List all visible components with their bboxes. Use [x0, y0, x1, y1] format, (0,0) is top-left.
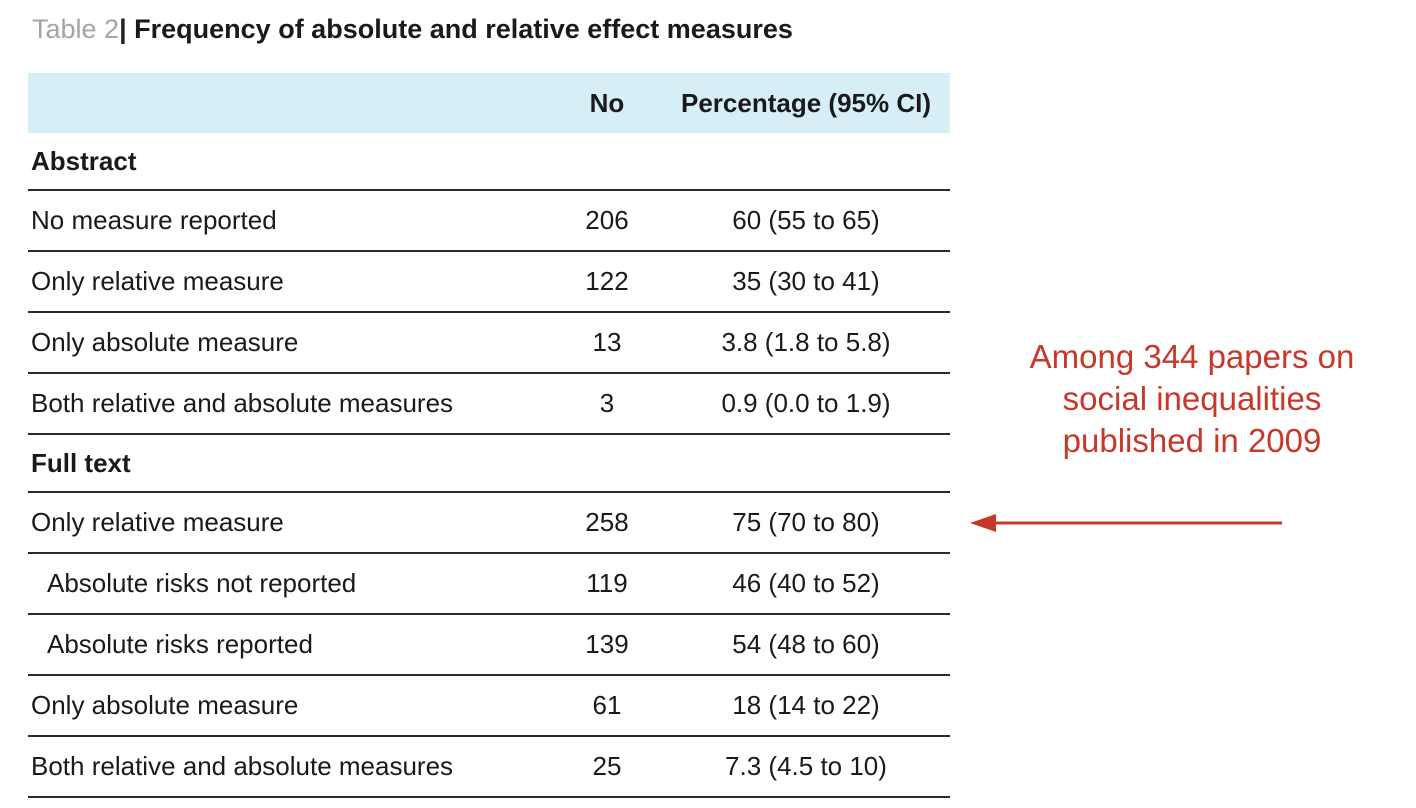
row-label: Both relative and absolute measures	[28, 373, 552, 435]
table-title: Table 2| Frequency of absolute and relat…	[32, 14, 793, 45]
row-no: 3	[552, 373, 662, 435]
row-percentage: 75 (70 to 80)	[662, 492, 950, 554]
table-row: Only relative measure 122 35 (30 to 41)	[28, 251, 950, 313]
row-label: Absolute risks reported	[28, 614, 552, 676]
row-no: 139	[552, 614, 662, 676]
table-row: Only absolute measure 13 3.8 (1.8 to 5.8…	[28, 312, 950, 374]
table-title-separator: |	[119, 14, 127, 44]
row-percentage: 35 (30 to 41)	[662, 251, 950, 313]
row-no: 122	[552, 251, 662, 313]
row-percentage: 60 (55 to 65)	[662, 190, 950, 252]
row-label: Absolute risks not reported	[28, 553, 552, 615]
row-percentage: 54 (48 to 60)	[662, 614, 950, 676]
row-percentage: 18 (14 to 22)	[662, 675, 950, 737]
row-percentage: 0.9 (0.0 to 1.9)	[662, 373, 950, 435]
table-row: Both relative and absolute measures 25 7…	[28, 736, 950, 798]
table-row: Only absolute measure 61 18 (14 to 22)	[28, 675, 950, 737]
table-title-label: Table 2	[32, 14, 120, 44]
section-heading: Abstract	[28, 133, 950, 191]
table-row: No measure reported 206 60 (55 to 65)	[28, 190, 950, 252]
row-label: Only relative measure	[28, 492, 552, 554]
table-header-row: No Percentage (95% CI)	[28, 73, 950, 133]
row-no: 13	[552, 312, 662, 374]
section-row-full-text: Full text	[28, 434, 950, 493]
row-percentage: 3.8 (1.8 to 5.8)	[662, 312, 950, 374]
row-label: Both relative and absolute measures	[28, 736, 552, 798]
row-no: 206	[552, 190, 662, 252]
row-percentage: 7.3 (4.5 to 10)	[662, 736, 950, 798]
row-label: No measure reported	[28, 190, 552, 252]
row-no: 25	[552, 736, 662, 798]
table-row: Both relative and absolute measures 3 0.…	[28, 373, 950, 435]
row-percentage: 46 (40 to 52)	[662, 553, 950, 615]
table-title-text: Frequency of absolute and relative effec…	[134, 14, 793, 44]
table-row: Absolute risks not reported 119 46 (40 t…	[28, 553, 950, 615]
section-heading: Full text	[28, 434, 950, 493]
row-no: 61	[552, 675, 662, 737]
row-no: 258	[552, 492, 662, 554]
table-row: Absolute risks reported 139 54 (48 to 60…	[28, 614, 950, 676]
annotation-note: Among 344 papers on social inequalities …	[972, 336, 1412, 462]
annotation-line: Among 344 papers on	[1029, 338, 1355, 375]
section-row-abstract: Abstract	[28, 133, 950, 191]
header-no: No	[552, 73, 662, 133]
row-no: 119	[552, 553, 662, 615]
effect-measures-table: No Percentage (95% CI) Abstract No measu…	[28, 73, 950, 798]
header-measure	[28, 73, 552, 133]
table-row: Only relative measure 258 75 (70 to 80)	[28, 492, 950, 554]
annotation-line: published in 2009	[1062, 422, 1322, 459]
left-arrow-icon	[970, 514, 1282, 532]
annotation-line: social inequalities	[1062, 380, 1322, 417]
row-label: Only relative measure	[28, 251, 552, 313]
header-percentage: Percentage (95% CI)	[662, 73, 950, 133]
row-label: Only absolute measure	[28, 675, 552, 737]
row-label: Only absolute measure	[28, 312, 552, 374]
